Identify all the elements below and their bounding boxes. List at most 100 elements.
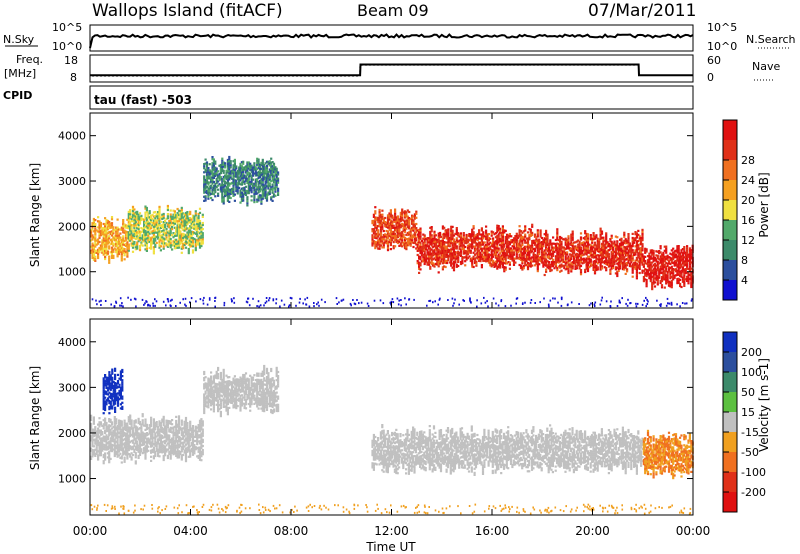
heatmap-cell bbox=[265, 297, 268, 299]
heatmap-cell bbox=[263, 186, 266, 189]
heatmap-cell bbox=[645, 281, 648, 284]
heatmap-cell bbox=[119, 250, 122, 253]
heatmap-cell bbox=[489, 264, 492, 267]
heatmap-cell bbox=[186, 227, 189, 230]
heatmap-cell bbox=[627, 237, 630, 240]
heatmap-cell bbox=[232, 176, 235, 179]
heatmap-cell bbox=[662, 270, 665, 273]
heatmap-cell bbox=[484, 301, 487, 304]
heatmap-cell bbox=[641, 228, 644, 231]
heatmap-cell bbox=[595, 268, 598, 272]
heatmap-cell bbox=[182, 298, 184, 301]
heatmap-cell bbox=[225, 186, 228, 189]
heatmap-cell bbox=[566, 251, 569, 254]
heatmap-cell bbox=[164, 234, 167, 237]
heatmap-cell bbox=[127, 219, 130, 222]
heatmap-cell bbox=[508, 235, 511, 238]
heatmap-cell bbox=[550, 254, 553, 257]
heatmap-cell bbox=[510, 235, 513, 238]
heatmap-cell bbox=[105, 223, 108, 226]
heatmap-cell bbox=[108, 245, 111, 248]
heatmap-cell bbox=[150, 237, 153, 240]
heatmap-cell bbox=[205, 171, 209, 174]
heatmap-cell bbox=[258, 173, 262, 176]
heatmap-cell bbox=[263, 165, 266, 169]
heatmap-cell bbox=[401, 222, 404, 225]
heatmap-cell bbox=[501, 237, 504, 240]
heatmap-cell bbox=[681, 268, 684, 271]
heatmap-cell bbox=[503, 261, 506, 265]
heatmap-cell bbox=[656, 262, 659, 266]
heatmap-cell bbox=[595, 256, 598, 259]
heatmap-cell bbox=[613, 258, 616, 262]
heatmap-cell bbox=[104, 257, 107, 261]
heatmap-cell bbox=[95, 299, 97, 302]
heatmap-cell bbox=[257, 185, 260, 188]
heatmap-cell bbox=[533, 258, 537, 261]
heatmap-cell bbox=[129, 239, 132, 242]
heatmap-cell bbox=[396, 221, 399, 224]
heatmap-cell bbox=[429, 239, 432, 242]
heatmap-cell bbox=[454, 255, 457, 258]
heatmap-cell bbox=[99, 248, 102, 251]
heatmap-cell bbox=[543, 261, 546, 264]
heatmap-cell bbox=[497, 265, 500, 269]
heatmap-cell bbox=[602, 248, 605, 251]
heatmap-cell bbox=[388, 222, 391, 225]
heatmap-cell bbox=[256, 192, 259, 195]
heatmap-cell bbox=[635, 236, 638, 239]
heatmap-cell bbox=[374, 206, 377, 209]
heatmap-cell bbox=[690, 275, 693, 278]
heatmap-cell bbox=[202, 302, 205, 305]
heatmap-cell bbox=[571, 255, 574, 258]
heatmap-cell bbox=[447, 244, 450, 247]
heatmap-cell bbox=[185, 304, 187, 307]
heatmap-cell bbox=[542, 243, 545, 246]
heatmap-cell bbox=[649, 269, 652, 272]
heatmap-cell bbox=[567, 263, 570, 266]
heatmap-cell bbox=[261, 158, 264, 161]
heatmap-cell bbox=[233, 175, 236, 178]
heatmap-cell bbox=[405, 237, 408, 240]
heatmap-cell bbox=[270, 196, 273, 199]
heatmap-cell bbox=[204, 185, 207, 188]
heatmap-cell bbox=[242, 179, 245, 182]
heatmap-cell bbox=[418, 239, 421, 242]
heatmap-cell bbox=[589, 262, 592, 265]
heatmap-cell bbox=[455, 257, 458, 260]
heatmap-cell bbox=[451, 252, 454, 255]
heatmap-cell bbox=[575, 258, 578, 262]
heatmap-cell bbox=[372, 240, 375, 243]
heatmap-cell bbox=[471, 259, 474, 262]
heatmap-cell bbox=[609, 262, 612, 265]
heatmap-cell bbox=[147, 226, 150, 229]
heatmap-cell bbox=[104, 245, 107, 248]
heatmap-cell bbox=[109, 224, 112, 227]
heatmap-cell bbox=[177, 213, 181, 216]
heatmap-cell bbox=[600, 246, 604, 250]
heatmap-cell bbox=[138, 212, 142, 215]
heatmap-cell bbox=[547, 248, 550, 251]
heatmap-cell bbox=[496, 257, 499, 260]
heatmap-cell bbox=[136, 243, 139, 246]
heatmap-cell bbox=[669, 262, 672, 265]
heatmap-cell bbox=[144, 217, 147, 220]
heatmap-cell bbox=[274, 188, 277, 191]
heatmap-cell bbox=[394, 237, 397, 240]
heatmap-cell bbox=[443, 251, 446, 254]
heatmap-cell bbox=[464, 260, 467, 263]
heatmap-cell bbox=[177, 236, 181, 239]
heatmap-cell bbox=[221, 165, 224, 168]
heatmap-cell bbox=[610, 234, 613, 237]
heatmap-cell bbox=[226, 199, 229, 202]
heatmap-cell bbox=[168, 224, 171, 227]
heatmap-cell bbox=[226, 175, 229, 178]
heatmap-cell bbox=[593, 262, 597, 265]
heatmap-cell bbox=[652, 280, 655, 283]
heatmap-cell bbox=[479, 243, 482, 246]
nsky-label: N.Sky bbox=[3, 33, 35, 46]
heatmap-cell bbox=[472, 265, 475, 269]
heatmap-cell bbox=[522, 256, 525, 260]
heatmap-cell bbox=[469, 298, 471, 301]
heatmap-cell bbox=[94, 235, 97, 238]
